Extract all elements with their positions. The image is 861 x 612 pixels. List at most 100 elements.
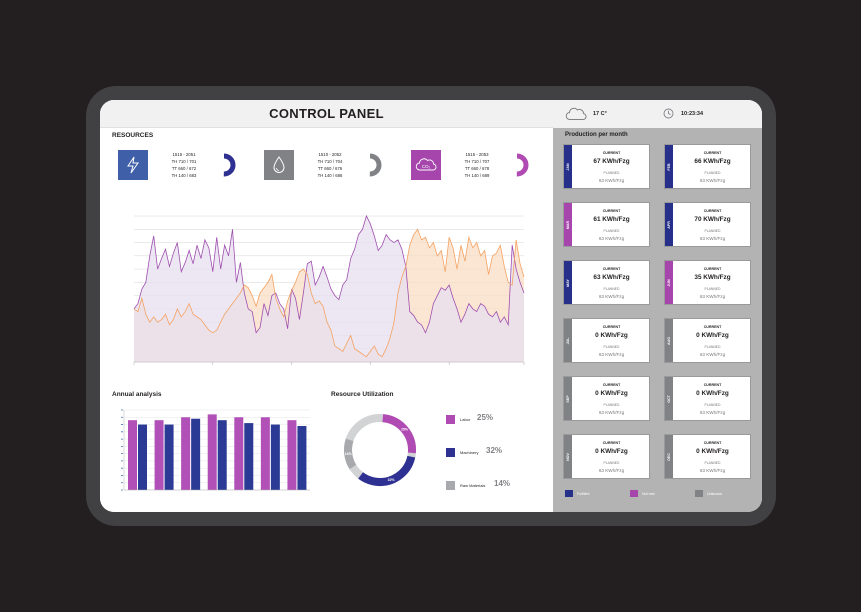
bar-series-1	[154, 420, 164, 490]
raw-materials-legend-swatch	[446, 481, 455, 490]
month-card-jun[interactable]: JUN CURRENT 35 KWh/Fzg PLANNED 63 KWh/Fzg	[664, 260, 751, 305]
planned-label: PLANNED	[603, 345, 620, 349]
consumption-area-chart	[133, 214, 525, 365]
production-sidebar: 17 C° 10:23:34 Production per month JAN C…	[553, 100, 762, 512]
title-bar: CONTROL PANEL	[100, 100, 553, 128]
current-label: CURRENT	[703, 151, 722, 155]
month-label: MAR	[566, 220, 570, 229]
month-card-oct[interactable]: OCT CURRENT 0 KWh/Fzg PLANNED 63 KWh/Fzg	[664, 376, 751, 421]
month-status-tab: FEB	[665, 145, 673, 188]
planned-label: PLANNED	[704, 345, 721, 349]
value-line: TT 660 / 672	[171, 166, 197, 171]
value-line: TH 140 / 683	[171, 173, 197, 178]
month-status-tab: APR	[665, 203, 673, 246]
current-value: 0 KWh/Fzg	[696, 332, 729, 339]
bar-series-2	[191, 418, 201, 490]
current-label: CURRENT	[703, 325, 722, 329]
bar-series-1	[207, 414, 217, 490]
month-card-sep[interactable]: SEP CURRENT 0 KWh/Fzg PLANNED 63 KWh/Fzg	[563, 376, 650, 421]
value-line: TH 710 / 701	[171, 159, 197, 164]
not-met-legend-label: Not met	[642, 492, 655, 496]
current-value: 70 KWh/Fzg	[694, 216, 731, 223]
month-card-mar[interactable]: MAR CURRENT 61 KWh/Fzg PLANNED 63 KWh/Fzg	[563, 202, 650, 247]
bar-series-2	[297, 426, 307, 490]
resource-card-co2[interactable]: CO₂ 1515 - 2053 TH 710 / 707 TT 660 / 67…	[405, 144, 538, 186]
donut-label: 50%	[366, 164, 373, 168]
month-status-tab: JAN	[564, 145, 572, 188]
value-line: TH 140 / 689	[464, 173, 490, 178]
resource-card-water[interactable]: 1510 - 2052 TH 710 / 704 TT 660 / 676 TH…	[258, 144, 391, 186]
month-status-tab: JUN	[665, 261, 673, 304]
current-label: CURRENT	[602, 151, 621, 155]
fulfilled-legend-swatch	[565, 490, 573, 497]
month-label: OCT	[667, 394, 671, 403]
donut-label: 50%	[513, 164, 520, 168]
planned-label: PLANNED	[603, 229, 620, 233]
current-value: 63 KWh/Fzg	[593, 274, 630, 281]
series-area-purple	[134, 216, 524, 362]
donut-label: 50%	[220, 164, 227, 168]
planned-value: 63 KWh/Fzg	[598, 236, 625, 241]
donut-segment-label: 32%	[388, 478, 396, 482]
planned-label: PLANNED	[704, 287, 721, 291]
planned-label: PLANNED	[704, 171, 721, 175]
machinery-legend-label: Machinery	[460, 450, 479, 455]
month-label: JUL	[566, 337, 570, 344]
month-card-apr[interactable]: APR CURRENT 70 KWh/Fzg PLANNED 63 KWh/Fzg	[664, 202, 751, 247]
raw-materials-legend-percent: 14%	[494, 479, 511, 488]
bar-series-1	[287, 420, 297, 490]
raw-materials-legend-label: Raw Materials	[460, 483, 486, 488]
bar-series-1	[234, 417, 244, 490]
planned-value: 63 KWh/Fzg	[598, 352, 625, 357]
current-value: 35 KWh/Fzg	[694, 274, 731, 281]
lightning-icon	[118, 150, 148, 180]
current-label: CURRENT	[602, 267, 621, 271]
range-line: 1510 - 2052	[318, 152, 342, 157]
resource-card-energy[interactable]: 1515 - 2051 TH 710 / 701 TT 660 / 672 TH…	[112, 144, 245, 186]
month-card-dec[interactable]: DEC CURRENT 0 KWh/Fzg PLANNED 63 KWh/Fzg	[664, 434, 751, 479]
month-card-nov[interactable]: NOV CURRENT 0 KWh/Fzg PLANNED 63 KWh/Fzg	[563, 434, 650, 479]
temperature-readout: 17 C°	[593, 111, 607, 117]
machinery-legend-swatch	[446, 448, 455, 457]
donut-segment-machinery	[344, 414, 416, 486]
month-label: NOV	[566, 452, 570, 461]
month-card-jan[interactable]: JAN CURRENT 67 KWh/Fzg PLANNED 63 KWh/Fzg	[563, 144, 650, 189]
month-label: AUG	[667, 336, 671, 345]
fulfilled-legend-label: Fulfilled	[577, 492, 590, 496]
resource-donut: 50%	[505, 153, 529, 177]
current-label: CURRENT	[602, 441, 621, 445]
month-card-jul[interactable]: JUL CURRENT 0 KWh/Fzg PLANNED 63 KWh/Fzg	[563, 318, 650, 363]
bar-series-1	[128, 420, 137, 490]
not-met-legend-swatch	[630, 490, 638, 497]
labor-legend-label: Labor	[460, 417, 471, 422]
current-value: 0 KWh/Fzg	[595, 448, 628, 455]
resource-values: 1515 - 2053 TH 710 / 707 TT 660 / 678 TH…	[451, 151, 503, 179]
resource-values: 1515 - 2051 TH 710 / 701 TT 660 / 672 TH…	[158, 151, 210, 179]
planned-value: 63 KWh/Fzg	[598, 468, 625, 473]
current-label: CURRENT	[703, 441, 722, 445]
month-card-may[interactable]: MAY CURRENT 63 KWh/Fzg PLANNED 63 KWh/Fzg	[563, 260, 650, 305]
clock-icon	[663, 108, 674, 119]
month-card-aug[interactable]: AUG CURRENT 0 KWh/Fzg PLANNED 63 KWh/Fzg	[664, 318, 751, 363]
current-label: CURRENT	[602, 383, 621, 387]
planned-value: 63 KWh/Fzg	[699, 410, 726, 415]
cloud-icon	[565, 107, 587, 121]
annual-analysis-label: Annual analysis	[112, 391, 162, 398]
planned-value: 63 KWh/Fzg	[598, 178, 625, 183]
resource-donut: 50%	[212, 153, 236, 177]
month-card-feb[interactable]: FEB CURRENT 66 KWh/Fzg PLANNED 63 KWh/Fzg	[664, 144, 751, 189]
month-status-tab: SEP	[564, 377, 572, 420]
current-value: 0 KWh/Fzg	[595, 390, 628, 397]
planned-label: PLANNED	[603, 403, 620, 407]
bar-series-2	[164, 424, 174, 490]
planned-value: 63 KWh/Fzg	[699, 352, 726, 357]
utilization-donut-chart: 25% 32% 14%	[343, 414, 416, 486]
unknown-legend-swatch	[695, 490, 703, 497]
month-status-tab: DEC	[665, 435, 673, 478]
value-line: TT 660 / 676	[317, 166, 343, 171]
weather-bar: 17 C° 10:23:34	[553, 100, 762, 128]
water-drop-icon	[264, 150, 294, 180]
annual-bar-chart	[121, 409, 310, 491]
value-line: TT 660 / 678	[464, 166, 490, 171]
planned-value: 63 KWh/Fzg	[699, 468, 726, 473]
